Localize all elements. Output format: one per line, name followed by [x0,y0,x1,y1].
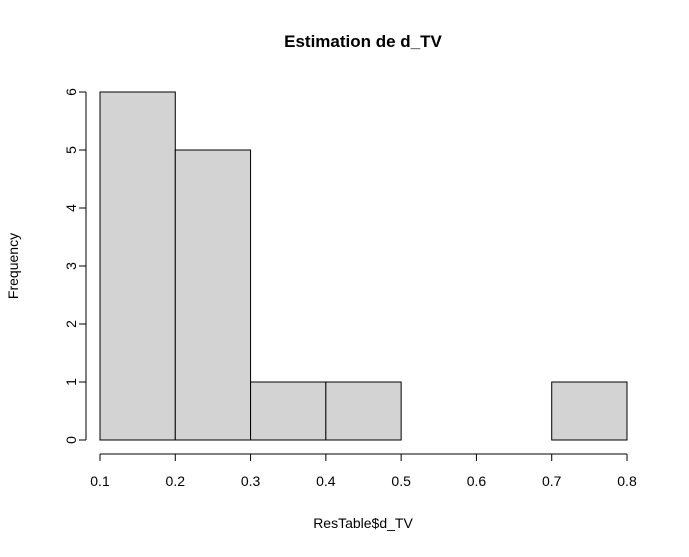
x-axis: 0.1 0.2 0.3 0.4 0.5 0.6 0.7 0.8 [90,453,637,489]
y-axis: 0 1 2 3 4 5 6 [63,88,87,444]
x-tick-label-1: 0.2 [166,473,186,489]
y-axis-label: Frequency [5,233,21,299]
histogram-bar-2 [250,381,327,441]
y-tick-label-2: 2 [63,320,79,328]
y-tick-label-0: 0 [63,436,79,444]
x-tick-label-2: 0.3 [241,473,261,489]
histogram-bar-3 [325,381,402,441]
x-tick-label-4: 0.5 [391,473,411,489]
x-tick-label-7: 0.8 [617,473,637,489]
y-tick-label-3: 3 [63,262,79,270]
y-tick-label-6: 6 [63,88,79,96]
chart-title: Estimation de d_TV [284,32,442,51]
histogram-bar-1 [174,149,252,441]
x-tick-label-5: 0.6 [467,473,487,489]
histogram-bar-0 [99,91,176,441]
x-tick-label-0: 0.1 [90,473,110,489]
y-tick-label-5: 5 [63,146,79,154]
x-tick-label-3: 0.4 [316,473,336,489]
y-tick-label-1: 1 [63,378,79,386]
histogram-bars [99,91,628,441]
histogram-bar-6 [551,381,628,441]
y-tick-label-4: 4 [63,204,79,212]
x-tick-label-6: 0.7 [542,473,562,489]
x-axis-label: ResTable$d_TV [313,515,413,531]
